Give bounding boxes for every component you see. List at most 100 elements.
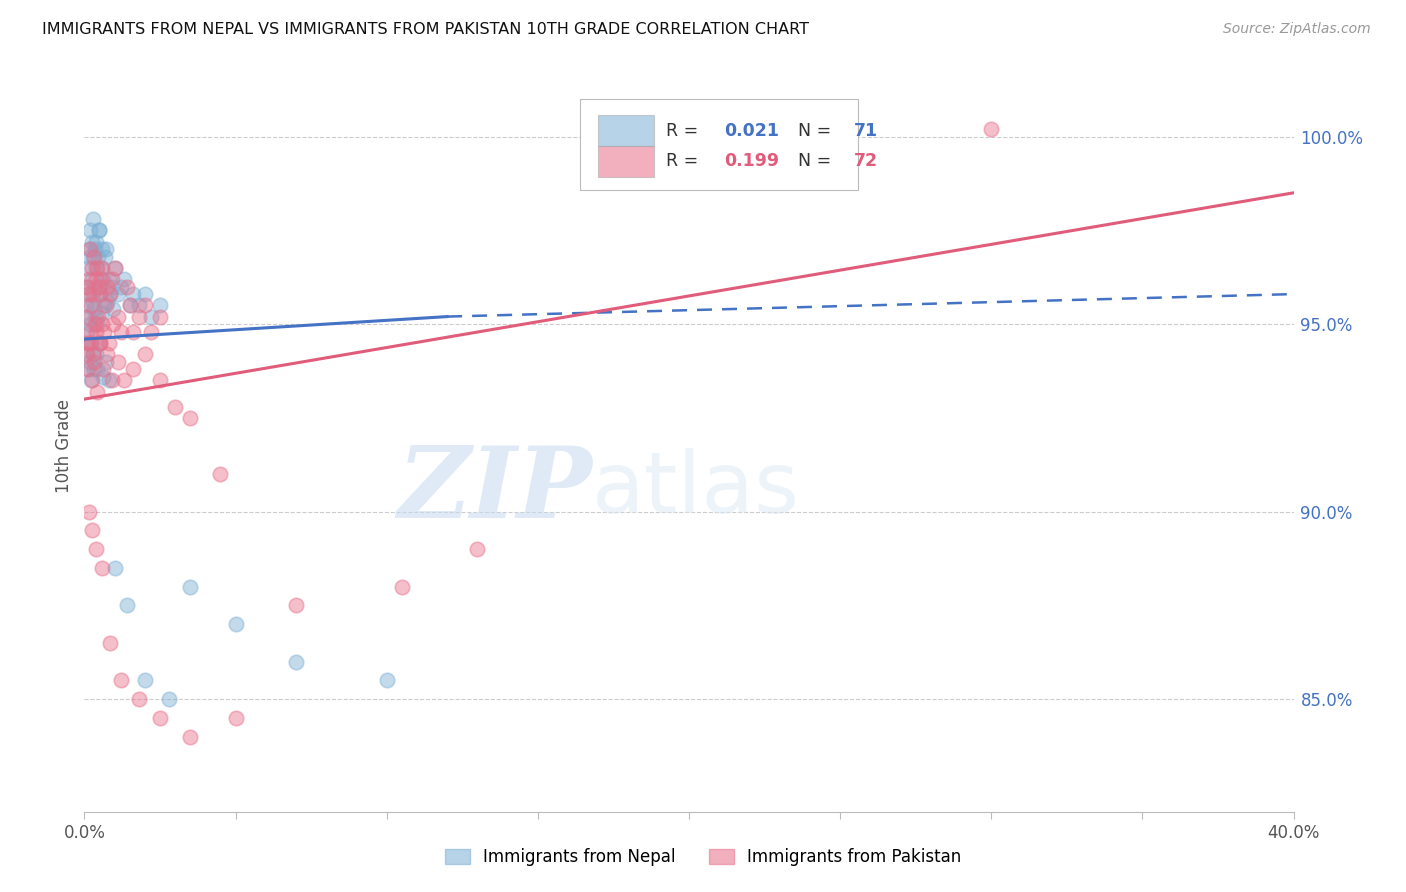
Text: R =: R = — [666, 153, 704, 170]
Point — [467, 542, 489, 557]
Point — [91, 260, 114, 275]
Point — [79, 335, 101, 350]
Point — [76, 347, 98, 361]
Point — [225, 711, 247, 725]
Point — [110, 673, 132, 688]
Legend: Immigrants from Nepal, Immigrants from Pakistan: Immigrants from Nepal, Immigrants from P… — [436, 840, 970, 875]
Point — [84, 317, 107, 331]
Text: 72: 72 — [853, 153, 877, 170]
FancyBboxPatch shape — [599, 115, 654, 146]
Point — [86, 235, 108, 249]
Point — [91, 561, 114, 575]
Point — [128, 692, 150, 706]
Point — [139, 325, 162, 339]
Point — [84, 279, 107, 293]
Point — [375, 673, 398, 688]
Point — [80, 260, 103, 275]
Point — [98, 287, 121, 301]
Point — [89, 335, 111, 350]
Point — [75, 298, 97, 312]
Point — [134, 673, 156, 688]
Point — [76, 260, 98, 275]
Point — [90, 306, 112, 320]
Point — [80, 373, 103, 387]
Point — [84, 272, 107, 286]
Point — [82, 347, 104, 361]
Point — [94, 250, 117, 264]
Point — [89, 335, 111, 350]
Point — [179, 730, 201, 744]
Point — [76, 335, 98, 350]
Point — [75, 347, 97, 361]
Point — [89, 287, 111, 301]
Text: 0.199: 0.199 — [724, 153, 779, 170]
Point — [149, 373, 172, 387]
Point — [80, 524, 103, 538]
Point — [86, 260, 108, 275]
Point — [77, 505, 100, 519]
Point — [79, 242, 101, 256]
Point — [83, 362, 105, 376]
Point — [94, 354, 117, 368]
Point — [77, 310, 100, 324]
Point — [134, 287, 156, 301]
Point — [82, 250, 104, 264]
Point — [285, 655, 308, 669]
Point — [80, 298, 103, 312]
Point — [86, 317, 108, 331]
Point — [115, 599, 138, 613]
Point — [76, 279, 98, 293]
Point — [118, 298, 141, 312]
Point — [91, 272, 114, 286]
FancyBboxPatch shape — [599, 146, 654, 177]
Point — [76, 362, 98, 376]
Point — [91, 242, 114, 256]
Point — [96, 294, 118, 309]
Point — [100, 373, 122, 387]
Point — [79, 354, 101, 368]
Point — [179, 410, 201, 425]
Point — [86, 542, 108, 557]
Point — [91, 369, 114, 384]
Point — [84, 242, 107, 256]
Point — [89, 223, 111, 237]
Point — [112, 272, 135, 286]
Point — [75, 310, 97, 324]
Point — [149, 310, 172, 324]
Point — [84, 347, 107, 361]
Point — [96, 279, 118, 293]
Point — [77, 250, 100, 264]
Point — [149, 298, 172, 312]
FancyBboxPatch shape — [581, 99, 858, 190]
Point — [128, 310, 150, 324]
Point — [134, 347, 156, 361]
Point — [83, 302, 105, 317]
Point — [98, 373, 121, 387]
Point — [112, 373, 135, 387]
Point — [80, 335, 103, 350]
Point — [77, 335, 100, 350]
Point — [79, 223, 101, 237]
Point — [87, 310, 110, 324]
Point — [100, 272, 122, 286]
Point — [121, 362, 143, 376]
Point — [79, 287, 101, 301]
Point — [110, 279, 132, 293]
Text: IMMIGRANTS FROM NEPAL VS IMMIGRANTS FROM PAKISTAN 10TH GRADE CORRELATION CHART: IMMIGRANTS FROM NEPAL VS IMMIGRANTS FROM… — [42, 22, 810, 37]
Point — [79, 325, 101, 339]
Point — [90, 260, 112, 275]
Point — [94, 242, 117, 256]
Point — [157, 692, 180, 706]
Point — [128, 298, 150, 312]
Point — [89, 287, 111, 301]
Point — [77, 272, 100, 286]
Point — [82, 294, 104, 309]
Point — [93, 298, 115, 312]
Point — [87, 250, 110, 264]
Point — [225, 617, 247, 632]
Point — [98, 287, 121, 301]
Point — [93, 325, 115, 339]
Text: R =: R = — [666, 121, 704, 140]
Point — [94, 298, 117, 312]
Point — [101, 317, 124, 331]
